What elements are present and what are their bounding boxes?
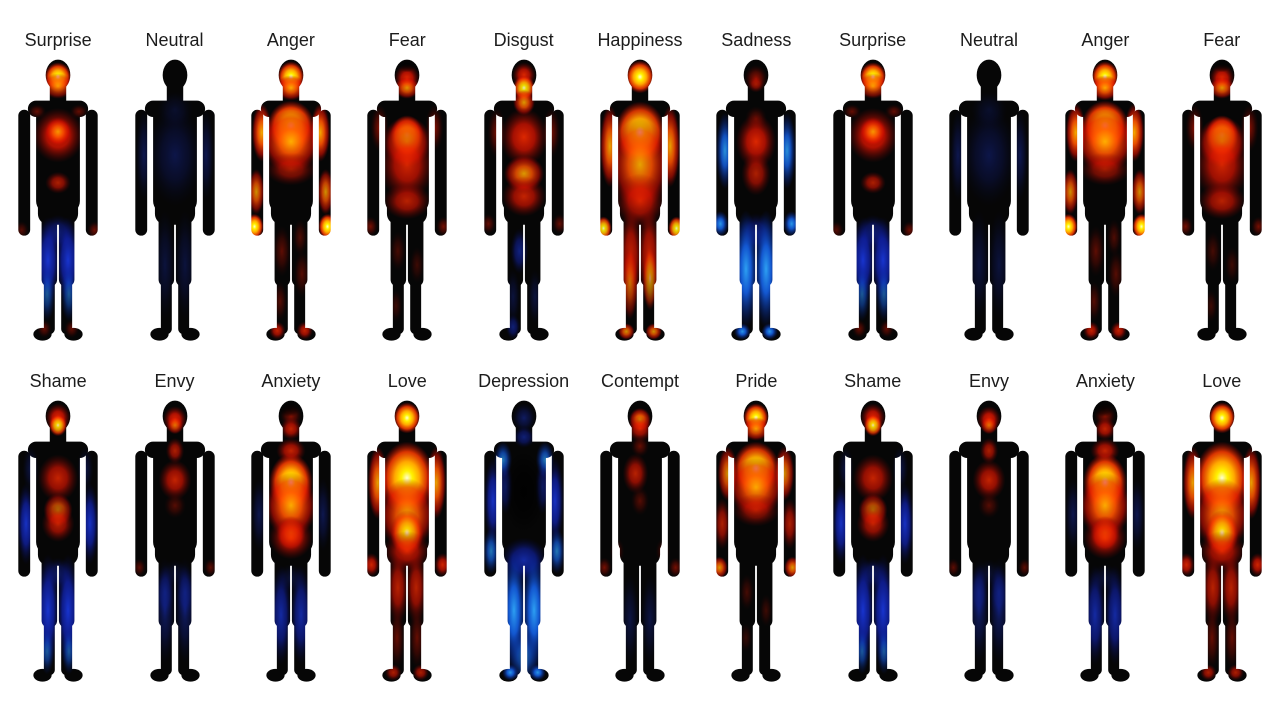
body-heatmap-anxiety [236,396,346,688]
emotion-label: Love [1202,371,1242,391]
emotion-label: Sadness [721,30,792,50]
emotion-label: Pride [735,371,778,391]
emotion-cell-fear: Fear [349,30,465,347]
emotion-cell-envy: Envy [931,371,1047,688]
emotion-cell-surprise: Surprise [0,30,116,347]
body-heatmap-love [352,396,462,688]
body-heatmap-shame [817,396,928,688]
body-map-row-2: Shame Envy Anxiety Love Depression Contempt Pr… [0,371,1280,688]
emotion-cell-contempt: Contempt [582,371,698,688]
body-heatmap-fear [352,55,462,347]
emotion-cell-anger: Anger [233,30,349,347]
emotion-cell-shame: Shame [0,371,116,688]
emotion-label: Neutral [145,30,204,50]
body-heatmap-disgust [468,55,579,347]
body-heatmap-happiness [585,55,695,347]
emotion-cell-love: Love [1164,371,1280,688]
body-heatmap-anxiety [1050,396,1161,688]
emotion-cell-anger: Anger [1047,30,1163,347]
emotion-cell-neutral: Neutral [931,30,1047,347]
emotion-label: Anxiety [261,371,321,391]
emotion-cell-pride: Pride [698,371,814,688]
emotion-cell-envy: Envy [116,371,232,688]
emotion-label: Envy [154,371,195,391]
emotion-cell-surprise: Surprise [815,30,931,347]
body-heatmap-neutral [934,55,1044,347]
emotion-label: Shame [844,371,902,391]
emotion-cell-love: Love [349,371,465,688]
emotion-cell-neutral: Neutral [116,30,232,347]
emotion-label: Anger [1081,30,1130,50]
emotion-label: Anger [266,30,315,50]
emotion-label: Neutral [960,30,1019,50]
bodily-maps-figure: Surprise Neutral Anger Fear Disgust Happiness… [0,30,1280,688]
emotion-cell-happiness: Happiness [582,30,698,347]
emotion-label: Fear [1203,30,1241,50]
emotion-label: Love [387,371,427,391]
body-heatmap-envy [119,396,230,688]
body-heatmap-surprise [817,55,928,347]
emotion-label: Anxiety [1075,371,1135,391]
emotion-label: Contempt [600,371,679,391]
emotion-label: Surprise [24,30,92,50]
emotion-label: Happiness [597,30,683,50]
body-heatmap-fear [1167,55,1277,347]
emotion-label: Fear [388,30,426,50]
body-heatmap-depression [468,396,579,688]
emotion-label: Depression [478,371,570,391]
emotion-label: Shame [29,371,87,391]
body-heatmap-shame [3,396,113,688]
emotion-cell-sadness: Sadness [698,30,814,347]
body-heatmap-anger [1050,55,1161,347]
body-heatmap-surprise [3,55,113,347]
emotion-cell-fear: Fear [1164,30,1280,347]
body-heatmap-love [1167,396,1277,688]
emotion-cell-depression: Depression [465,371,581,688]
body-heatmap-envy [934,396,1044,688]
body-heatmap-anger [236,55,346,347]
body-heatmap-sadness [701,55,812,347]
emotion-cell-anxiety: Anxiety [1047,371,1163,688]
body-heatmap-pride [701,396,812,688]
emotion-cell-shame: Shame [815,371,931,688]
body-map-row-1: Surprise Neutral Anger Fear Disgust Happiness… [0,30,1280,347]
body-heatmap-contempt [585,396,695,688]
emotion-cell-disgust: Disgust [465,30,581,347]
emotion-label: Envy [969,371,1010,391]
emotion-label: Disgust [493,30,554,50]
emotion-cell-anxiety: Anxiety [233,371,349,688]
emotion-label: Surprise [839,30,907,50]
body-heatmap-neutral [119,55,230,347]
